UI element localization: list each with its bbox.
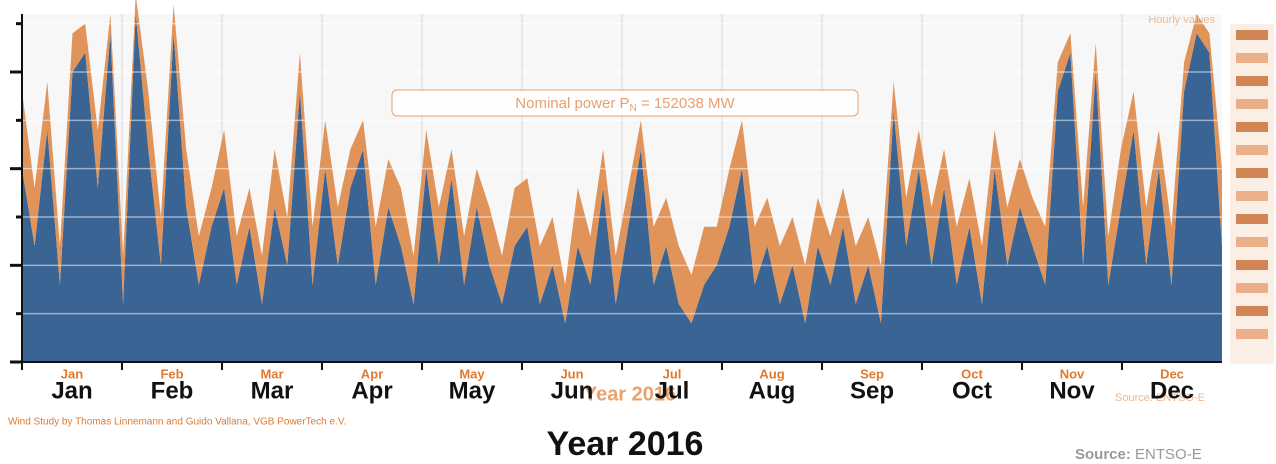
x-tick-label: Nov xyxy=(1049,377,1095,404)
x-tick-label-small: Jan xyxy=(61,366,83,381)
area xyxy=(22,0,1222,324)
legend-icon xyxy=(1236,53,1268,63)
annotation-subscript: N xyxy=(630,103,637,114)
x-tick-label-small: Aug xyxy=(759,366,784,381)
x-tick-label: Oct xyxy=(952,377,992,404)
x-tick-label-small: Dec xyxy=(1160,366,1184,381)
legend-icon xyxy=(1236,260,1268,270)
x-tick-label: Sep xyxy=(850,377,894,404)
legend-panel xyxy=(1230,24,1274,364)
x-tick-label: Mar xyxy=(251,377,294,404)
annotation-text: Nominal power P xyxy=(515,95,629,112)
legend-icon xyxy=(1236,329,1268,339)
x-tick-label: Jan xyxy=(51,377,92,404)
legend-icon xyxy=(1236,214,1268,224)
annotation: Nominal power PN = 152038 MW xyxy=(515,95,735,114)
legend-icon xyxy=(1236,76,1268,86)
annotation-box xyxy=(391,89,859,117)
legend-icon xyxy=(1236,122,1268,132)
area xyxy=(22,14,1222,362)
title-echo: Year 2016 xyxy=(584,383,676,405)
x-tick-label: Apr xyxy=(351,377,392,404)
x-tick-label: Feb xyxy=(151,377,194,404)
legend-icon xyxy=(1236,145,1268,155)
source-echo: Source: ENTSO-E xyxy=(1115,392,1205,404)
credit: Wind Study by Thomas Linnemann and Guido… xyxy=(8,417,346,428)
legend-icon xyxy=(1236,99,1268,109)
source-text: ENTSO-E xyxy=(1156,392,1205,404)
plot-area xyxy=(22,0,1222,362)
x-tick-label: Aug xyxy=(749,377,796,404)
source: Source: ENTSO-E xyxy=(1075,446,1202,463)
legend-icon xyxy=(1236,30,1268,40)
x-tick-label: Jun xyxy=(551,377,594,404)
x-tick-label-small: Sep xyxy=(860,366,884,381)
legend-icon xyxy=(1236,191,1268,201)
source-label: Source: xyxy=(1115,392,1153,404)
x-tick-label-small: Jul xyxy=(663,366,682,381)
legend-icon xyxy=(1236,283,1268,293)
annotation-text: = 152038 MW xyxy=(637,95,736,112)
x-tick-label-small: Jun xyxy=(560,366,583,381)
x-tick-label-small: May xyxy=(459,366,485,381)
x-tick-label-small: Mar xyxy=(260,366,283,381)
x-tick-label-small: Oct xyxy=(961,366,983,381)
x-tick-label: May xyxy=(449,377,496,404)
chart-title: Year 2016 xyxy=(547,425,704,463)
x-tick-label-small: Feb xyxy=(160,366,183,381)
source-text: ENTSO-E xyxy=(1135,446,1202,463)
legend-icon xyxy=(1236,237,1268,247)
legend-icon xyxy=(1236,306,1268,316)
source-label: Source: xyxy=(1075,446,1131,463)
legend-icon xyxy=(1236,168,1268,178)
x-tick-label-small: Apr xyxy=(361,366,383,381)
subtitle: Hourly values xyxy=(1148,14,1215,26)
x-tick-label: Jul xyxy=(655,377,690,404)
x-tick-label-small: Nov xyxy=(1060,366,1085,381)
x-tick-label: Dec xyxy=(1150,377,1194,404)
